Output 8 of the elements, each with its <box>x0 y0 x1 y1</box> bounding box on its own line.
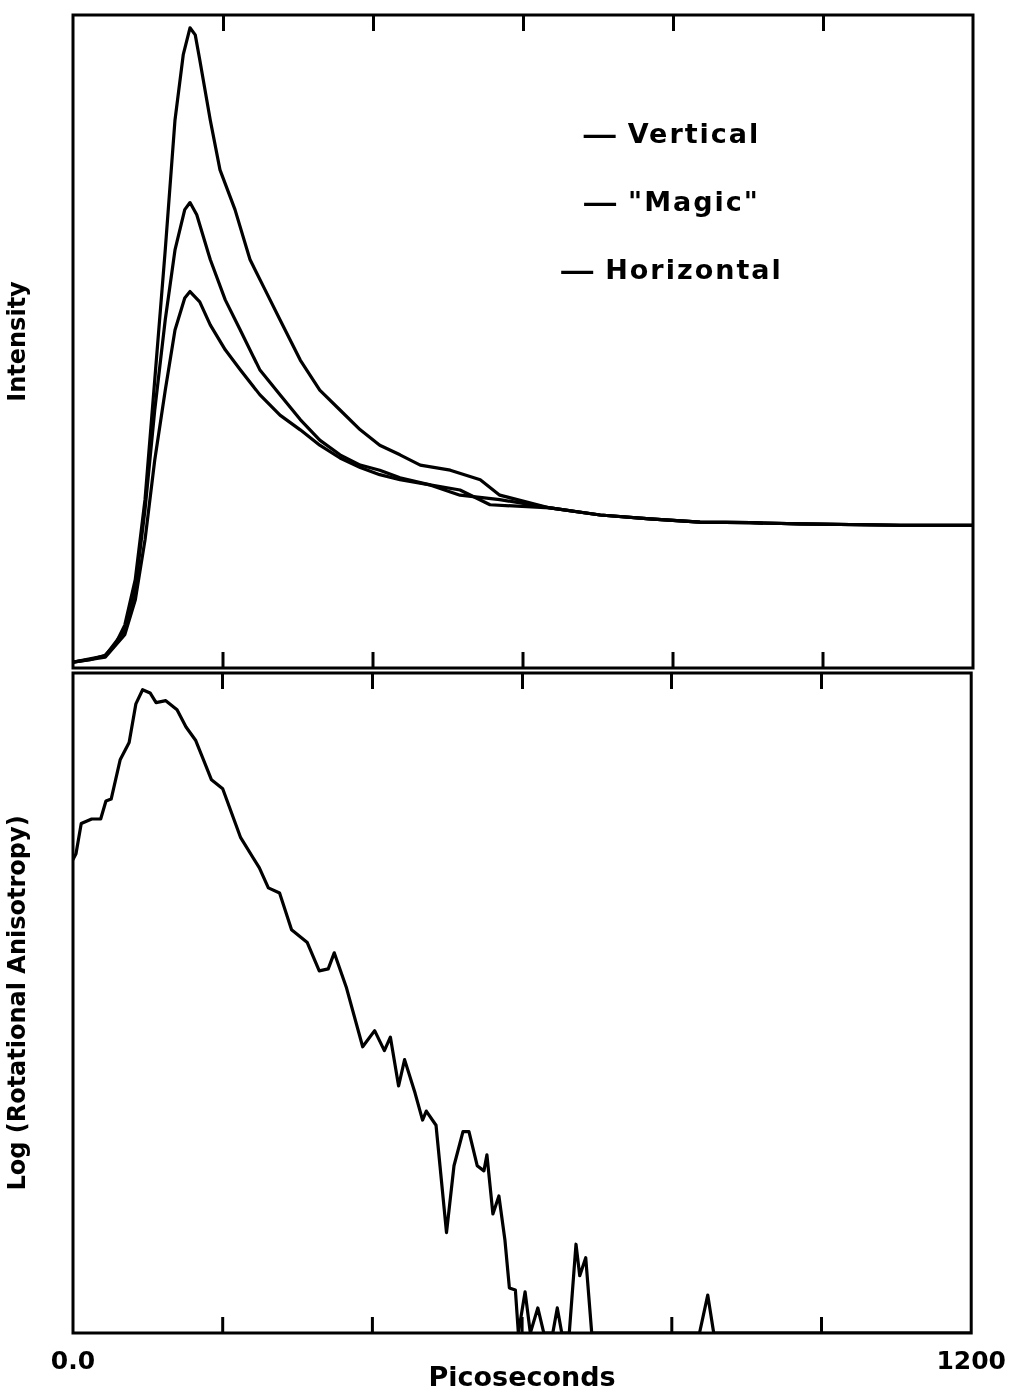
legend-label: Horizontal <box>605 254 783 286</box>
y-axis-title: Log (Rotational Anisotropy) <box>2 815 31 1191</box>
y-axis-title: Intensity <box>2 280 31 402</box>
x-tick-label: 1200 <box>936 1345 1007 1375</box>
legend-label: "Magic" <box>628 186 760 218</box>
legend-label: Vertical <box>627 118 761 150</box>
x-tick-label: 0.0 <box>50 1345 96 1375</box>
x-axis-title: Picoseconds <box>428 1360 616 1392</box>
